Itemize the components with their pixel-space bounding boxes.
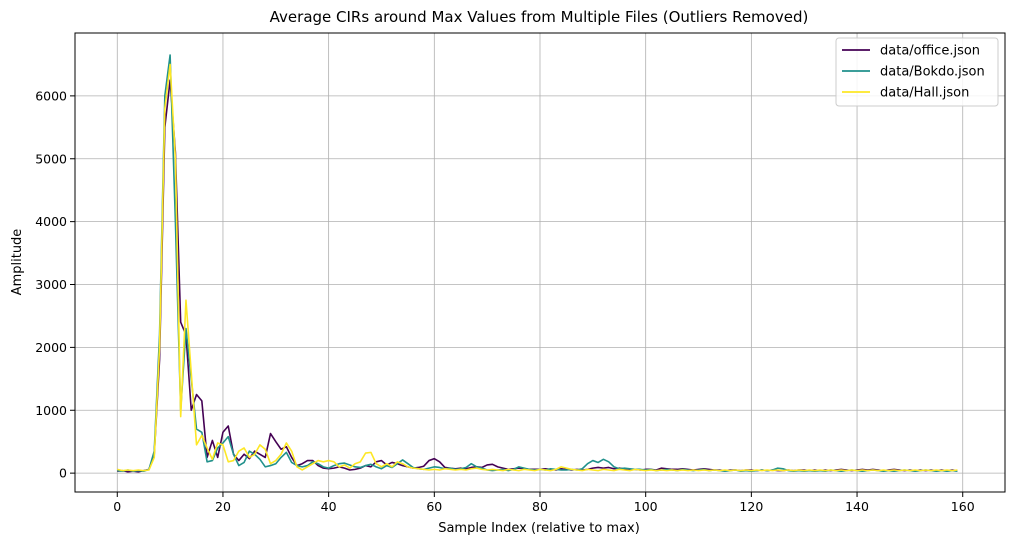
legend-box <box>835 37 999 107</box>
y-tick-label: 4000 <box>35 214 67 229</box>
x-tick-label: 80 <box>532 499 548 514</box>
series-line-2 <box>117 63 958 472</box>
legend-label: data/Bokdo.json <box>880 65 985 80</box>
y-axis-label: Amplitude <box>10 229 25 296</box>
y-tick-label: 3000 <box>35 277 67 292</box>
x-tick-label: 60 <box>426 499 442 514</box>
x-tick-label: 120 <box>739 499 763 514</box>
y-tick-label: 2000 <box>35 340 67 355</box>
x-tick-label: 140 <box>845 499 869 514</box>
plot-lines <box>117 54 958 473</box>
x-tick-label: 20 <box>215 499 231 514</box>
y-tick-label: 0 <box>59 466 67 481</box>
series-line-0 <box>117 79 958 473</box>
y-tick-label: 5000 <box>35 151 67 166</box>
chart-title: Average CIRs around Max Values from Mult… <box>270 8 809 26</box>
x-tick-label: 40 <box>321 499 337 514</box>
series-line-1 <box>117 54 958 473</box>
x-axis-ticks: 0 20 40 60 80 100 120 140 160 <box>113 492 975 514</box>
y-tick-label: 6000 <box>35 88 67 103</box>
legend-label: data/office.json <box>880 44 980 59</box>
x-tick-label: 160 <box>951 499 975 514</box>
legend: data/office.json data/Bokdo.json data/Hall… <box>835 37 999 107</box>
legend-label: data/Hall.json <box>880 86 969 101</box>
y-tick-label: 1000 <box>35 403 67 418</box>
x-tick-label: 100 <box>634 499 658 514</box>
y-axis-ticks: 0 1000 2000 3000 4000 5000 6000 <box>35 88 75 481</box>
x-tick-label: 0 <box>113 499 121 514</box>
grid-lines <box>75 33 1005 492</box>
x-axis-label: Sample Index (relative to max) <box>438 521 640 536</box>
